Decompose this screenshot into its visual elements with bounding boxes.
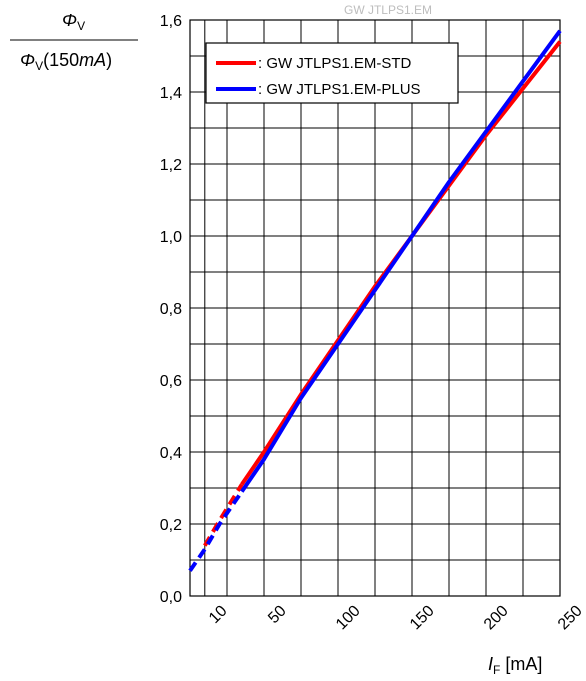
- y-tick-label: 1,0: [160, 229, 182, 246]
- x-tick-label: 200: [481, 602, 512, 633]
- y-label-denominator-close: ): [106, 50, 112, 70]
- y-tick-label: 0,8: [160, 301, 182, 318]
- y-tick-label: 0,4: [160, 445, 182, 462]
- x-tick-label: 150: [407, 602, 438, 633]
- y-label-denominator-tail: (150: [43, 50, 79, 70]
- y-tick-label: 1,4: [160, 85, 182, 102]
- y-label-numerator: Φ: [62, 10, 77, 30]
- watermark: GW JTLPS1.EM: [344, 3, 432, 17]
- x-tick-label: 100: [333, 602, 364, 633]
- x-tick-labels: 10 50 100 150 200 250: [206, 602, 586, 633]
- x-label-sub: F: [493, 663, 500, 677]
- x-tick-label: 10: [206, 602, 231, 627]
- series-layer: [188, 29, 562, 572]
- legend-label-std: : GW JTLPS1.EM-STD: [258, 55, 412, 72]
- y-tick-label: 1,2: [160, 157, 182, 174]
- x-axis-label: IF [mA]: [488, 654, 542, 677]
- y-tick-labels: 0,0 0,2 0,4 0,6 0,8 1,0 1,2 1,4 1,6: [160, 13, 182, 606]
- series-plus-line: [240, 29, 562, 493]
- svg-text:ΦV: ΦV: [62, 10, 85, 33]
- legend: : GW JTLPS1.EM-STD : GW JTLPS1.EM-PLUS: [205, 42, 459, 104]
- y-tick-label: 1,6: [160, 13, 182, 30]
- x-label-symbol: I: [488, 654, 493, 674]
- y-tick-label: 0,0: [160, 589, 182, 606]
- y-tick-label: 0,2: [160, 517, 182, 534]
- y-label-numerator-sub: V: [77, 19, 85, 33]
- y-axis-label: ΦV ΦV(150mA): [10, 10, 138, 73]
- legend-box: [205, 42, 459, 104]
- y-label-denominator-sub: V: [35, 59, 43, 73]
- series-plus-dashed: [188, 490, 244, 572]
- x-tick-label: 50: [265, 602, 290, 627]
- y-label-denominator: Φ: [20, 50, 35, 70]
- y-label-denominator-unit: mA: [79, 50, 106, 70]
- x-label-unit: [mA]: [500, 654, 542, 674]
- x-tick-label: 250: [555, 602, 586, 633]
- svg-text:ΦV(150mA): ΦV(150mA): [20, 50, 112, 73]
- plot-frame: [189, 19, 561, 597]
- y-tick-label: 0,6: [160, 373, 182, 390]
- legend-label-plus: : GW JTLPS1.EM-PLUS: [258, 81, 421, 98]
